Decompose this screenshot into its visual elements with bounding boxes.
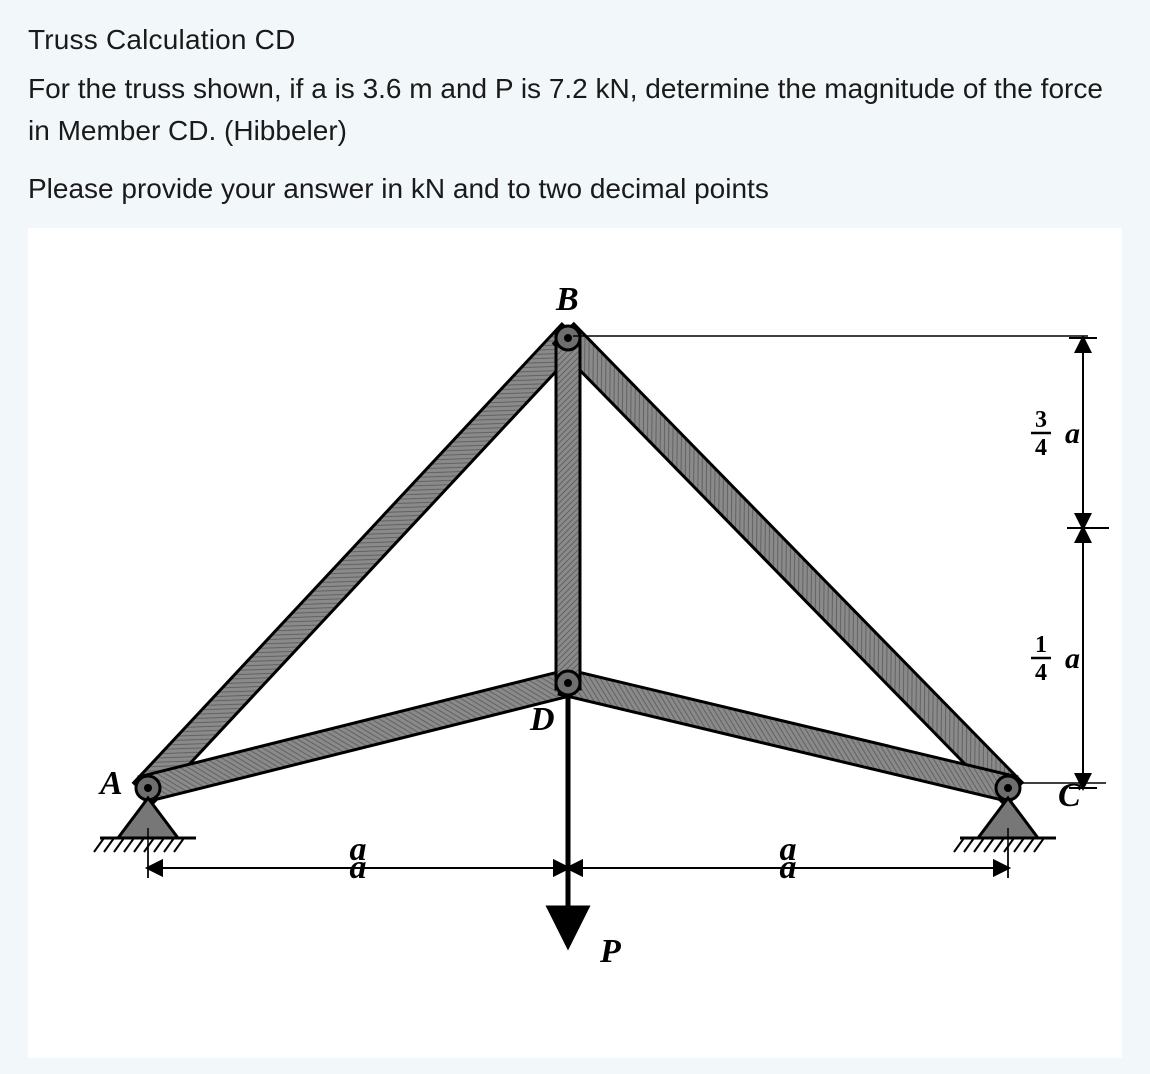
svg-text:D: D (529, 701, 555, 738)
svg-text:a: a (1065, 417, 1080, 450)
svg-text:3: 3 (1035, 407, 1047, 433)
problem-prompt: For the truss shown, if a is 3.6 m and P… (28, 68, 1122, 152)
svg-text:a: a (1065, 642, 1080, 675)
svg-text:4: 4 (1035, 435, 1047, 461)
svg-text:4: 4 (1035, 660, 1047, 686)
svg-text:1: 1 (1035, 632, 1047, 658)
svg-text:A: A (98, 765, 123, 802)
svg-text:a: a (780, 831, 797, 868)
svg-text:B: B (555, 281, 579, 318)
answer-instruction: Please provide your answer in kN and to … (28, 168, 1122, 210)
truss-diagram: aa34a14aABCDPaa (28, 228, 1122, 1058)
truss-figure: aa34a14aABCDPaa (28, 228, 1122, 1058)
svg-text:a: a (350, 831, 367, 868)
svg-text:C: C (1058, 777, 1081, 814)
problem-title: Truss Calculation CD (28, 24, 1122, 56)
svg-text:P: P (599, 933, 621, 970)
